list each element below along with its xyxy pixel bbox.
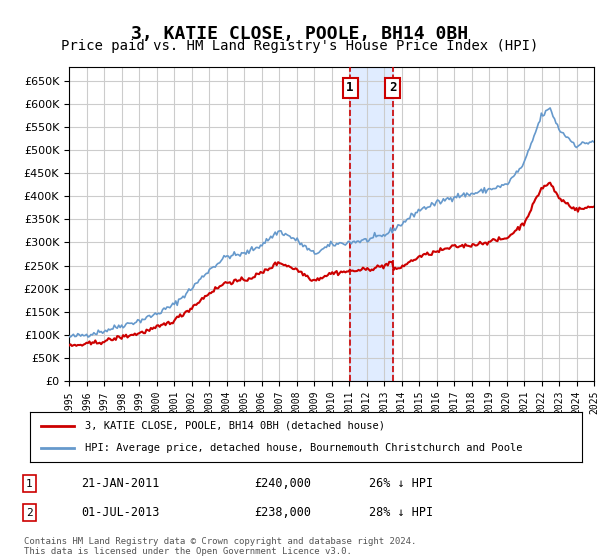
Text: 3, KATIE CLOSE, POOLE, BH14 0BH (detached house): 3, KATIE CLOSE, POOLE, BH14 0BH (detache…: [85, 421, 385, 431]
Text: 21-JAN-2011: 21-JAN-2011: [81, 477, 160, 490]
Text: 26% ↓ HPI: 26% ↓ HPI: [369, 477, 433, 490]
Bar: [350, 67, 393, 381]
Text: 1: 1: [346, 81, 354, 95]
Text: 28% ↓ HPI: 28% ↓ HPI: [369, 506, 433, 519]
Text: 2: 2: [389, 81, 397, 95]
Text: 1: 1: [26, 479, 32, 489]
Text: This data is licensed under the Open Government Licence v3.0.: This data is licensed under the Open Gov…: [24, 548, 352, 557]
Text: Price paid vs. HM Land Registry's House Price Index (HPI): Price paid vs. HM Land Registry's House …: [61, 39, 539, 53]
Text: Contains HM Land Registry data © Crown copyright and database right 2024.: Contains HM Land Registry data © Crown c…: [24, 538, 416, 547]
Text: 01-JUL-2013: 01-JUL-2013: [81, 506, 160, 519]
Text: £238,000: £238,000: [254, 506, 311, 519]
Text: 3, KATIE CLOSE, POOLE, BH14 0BH: 3, KATIE CLOSE, POOLE, BH14 0BH: [131, 25, 469, 43]
Text: 2: 2: [26, 508, 32, 517]
Text: HPI: Average price, detached house, Bournemouth Christchurch and Poole: HPI: Average price, detached house, Bour…: [85, 443, 523, 453]
Text: £240,000: £240,000: [254, 477, 311, 490]
